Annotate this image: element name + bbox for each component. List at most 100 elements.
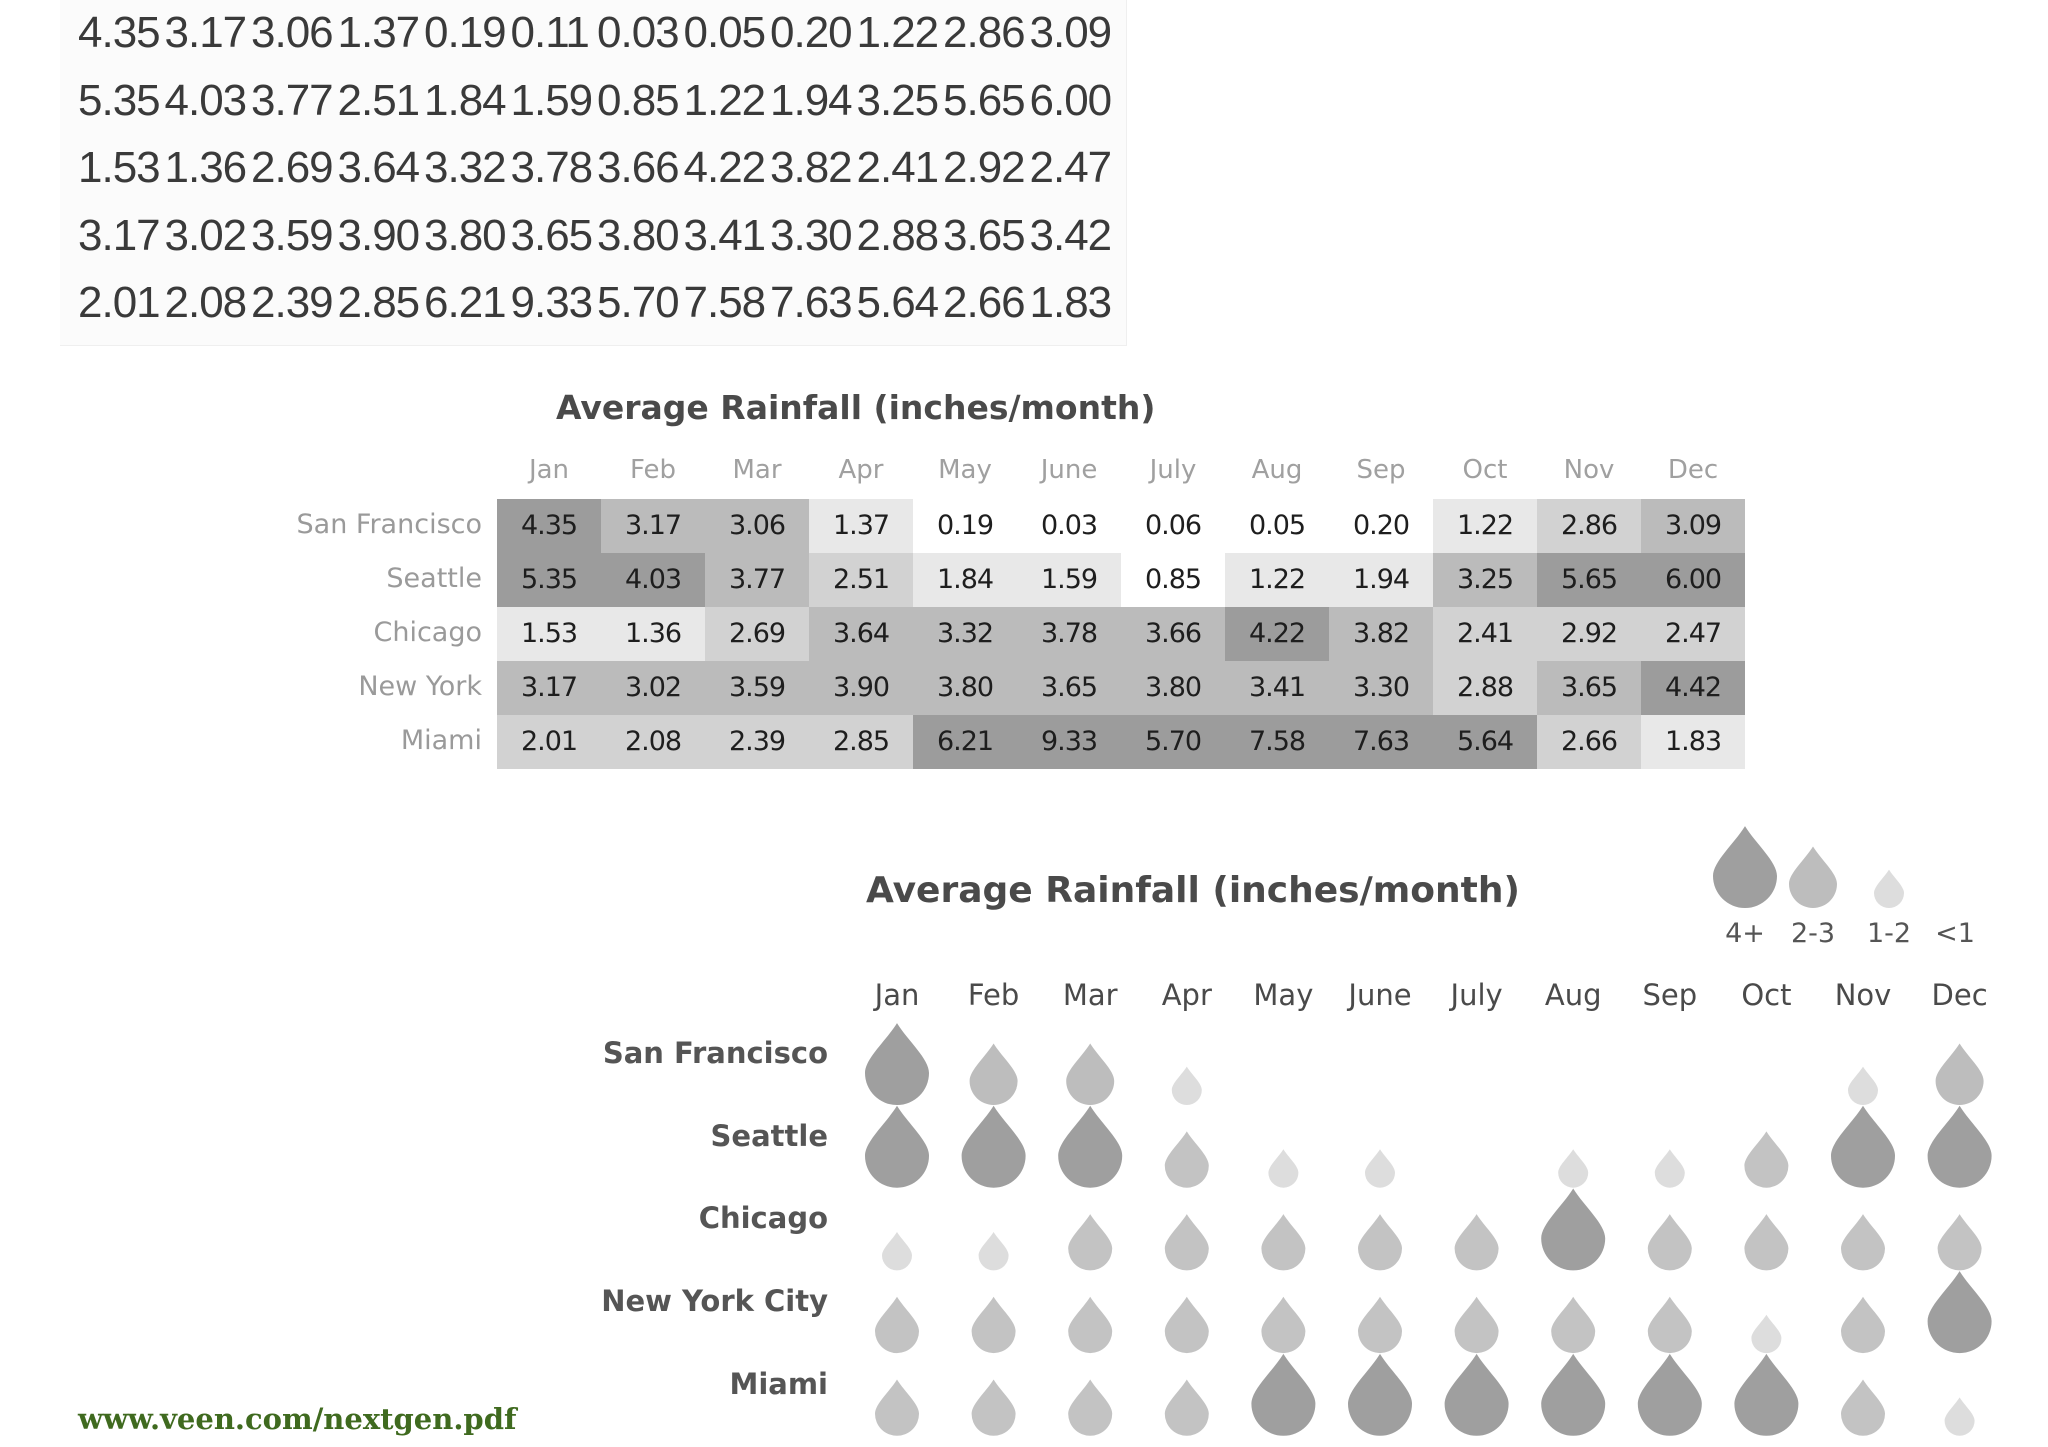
- raw-table-cell: 1.53: [78, 143, 161, 192]
- raw-table-cell: 3.25: [856, 75, 940, 125]
- drop-chart-month-label: Nov: [1834, 978, 1892, 1012]
- heatmap-cell: 3.90: [809, 661, 913, 715]
- rain-drop-icon: [1068, 1296, 1113, 1354]
- heatmap-cell: 3.82: [1329, 607, 1433, 661]
- rain-drop-icon: [1541, 1353, 1606, 1436]
- raw-table-cell: 2.88: [856, 210, 940, 260]
- heatmap-cell: 9.33: [1017, 715, 1121, 769]
- raw-rainfall-table: 4.35 3.17 3.06 1.37 0.19 0.11 0.03 0.05 0.20 1.22…: [60, 0, 1127, 346]
- raw-table-cell: 0.05: [683, 8, 767, 57]
- rain-drop-icon: [1164, 1379, 1209, 1436]
- raw-table-cell: 3.78: [510, 143, 594, 192]
- heatmap-city-label: Miami: [400, 725, 482, 756]
- heatmap-cell: 1.84: [913, 553, 1017, 607]
- raw-table-cell: 3.65: [943, 210, 1026, 260]
- raw-table-cell: 2.47: [1029, 143, 1113, 192]
- heatmap-cell: 7.58: [1225, 715, 1329, 769]
- heatmap-cell: 3.64: [809, 607, 913, 661]
- rain-drop-icon: [1647, 1296, 1692, 1354]
- raw-table-cell: 6.00: [1029, 75, 1113, 125]
- heatmap-cell: 2.69: [705, 607, 809, 661]
- heatmap-month-label: Nov: [1563, 455, 1615, 485]
- rain-drop-icon: [971, 1379, 1016, 1436]
- heatmap-cell: 3.59: [705, 661, 809, 715]
- rain-drop-icon: [1251, 1353, 1316, 1436]
- legend-label: 1-2: [1866, 918, 1912, 949]
- rain-drop-icon: [1358, 1214, 1403, 1271]
- raw-table-cell: 3.17: [78, 210, 161, 260]
- raw-table-cell: 3.17: [164, 8, 248, 57]
- raw-table-cell: 4.22: [683, 143, 767, 192]
- drop-chart-title: Average Rainfall (inches/month): [866, 870, 1520, 911]
- raw-table-cell: 3.59: [251, 210, 334, 260]
- drop-chart-month-label: Sep: [1642, 978, 1698, 1012]
- heatmap-cell: 3.80: [1121, 661, 1225, 715]
- raw-table-cell: 5.70: [597, 278, 680, 327]
- heatmap-cell: 0.03: [1017, 499, 1121, 553]
- heatmap-month-label: Sep: [1356, 455, 1406, 485]
- raw-table-cell: 3.90: [337, 210, 421, 260]
- legend-label: 2-3: [1790, 918, 1836, 949]
- rain-drop-icon: [1744, 1131, 1789, 1188]
- raw-table-row: 5.35 4.03 3.77 2.51 1.84 1.59 0.85 1.22 1.94 3.25…: [78, 76, 1116, 126]
- raw-table-cell: 2.66: [943, 278, 1026, 327]
- drop-chart-month-label: Mar: [1062, 978, 1118, 1012]
- drop-chart-city-label: Seattle: [710, 1118, 828, 1153]
- heatmap-cell: 1.94: [1329, 553, 1433, 607]
- rain-drop-icon: [1558, 1149, 1589, 1188]
- raw-table-cell: 2.86: [943, 8, 1026, 57]
- drop-chart-month-label: June: [1348, 978, 1412, 1012]
- heatmap-month-label: Dec: [1667, 455, 1719, 485]
- raw-table-cell: 1.37: [337, 8, 421, 57]
- raw-table-cell: 2.39: [251, 278, 334, 327]
- rain-drop-icon: [1066, 1043, 1115, 1105]
- raw-table-row: 4.35 3.17 3.06 1.37 0.19 0.11 0.03 0.05 0.20 1.22…: [78, 8, 1116, 58]
- raw-table-cell: 3.77: [251, 75, 334, 125]
- raw-table-cell: 3.80: [597, 210, 680, 260]
- raw-table-cell: 2.69: [251, 143, 334, 192]
- heatmap-month-label: Oct: [1462, 455, 1508, 485]
- rain-drop-icon: [1268, 1149, 1299, 1188]
- raw-table-cell: 0.85: [597, 75, 680, 125]
- heatmap-cell: 5.70: [1121, 715, 1225, 769]
- heatmap-cell: 6.00: [1641, 553, 1745, 607]
- raw-table-cell: 2.08: [164, 278, 248, 327]
- heatmap-cell: 3.77: [705, 553, 809, 607]
- heatmap-cell: 2.47: [1641, 607, 1745, 661]
- heatmap-month-label: June: [1040, 455, 1098, 485]
- raw-table-cell: 0.11: [510, 8, 590, 57]
- heatmap-month-label: Apr: [838, 455, 884, 485]
- heatmap-cell: 3.02: [601, 661, 705, 715]
- raw-table-cell: 1.84: [424, 75, 507, 125]
- drop-chart-city-label: Miami: [729, 1366, 828, 1401]
- raw-table-cell: 3.32: [424, 143, 507, 192]
- heatmap-cell: 2.86: [1537, 499, 1641, 553]
- rain-drop-icon: [1261, 1296, 1306, 1354]
- raw-table-cell: 3.65: [510, 210, 594, 260]
- rain-drop-icon: [1841, 1379, 1886, 1436]
- heatmap-cell: 0.20: [1329, 499, 1433, 553]
- heatmap-month-label: Jan: [528, 455, 570, 485]
- legend-drop-icon: [1874, 869, 1904, 908]
- rain-drop-icon: [1171, 1066, 1202, 1106]
- raw-table-cell: 2.92: [943, 143, 1026, 192]
- raw-table-cell: 0.20: [770, 8, 853, 57]
- raw-table-cell: 2.01: [78, 278, 161, 327]
- drop-chart-month-label: Feb: [967, 978, 1020, 1012]
- rain-drop-icon: [1927, 1105, 1992, 1188]
- drop-chart-city-label: New York City: [601, 1284, 828, 1319]
- drop-chart-city-label: San Francisco: [602, 1036, 828, 1070]
- heatmap-cell: 7.63: [1329, 715, 1433, 769]
- raw-table-cell: 1.83: [1029, 278, 1113, 327]
- heatmap-cell: 3.30: [1329, 661, 1433, 715]
- rain-drop-icon: [1734, 1353, 1799, 1436]
- heatmap-cell: 3.06: [705, 499, 809, 553]
- raw-table-cell: 3.82: [770, 143, 853, 192]
- raw-table-cell: 3.42: [1029, 210, 1113, 260]
- rain-drop-icon: [1551, 1296, 1596, 1354]
- heatmap-cell: 3.65: [1017, 661, 1121, 715]
- heatmap-cell: 2.39: [705, 715, 809, 769]
- heatmap-month-label: May: [938, 455, 992, 485]
- heatmap-cell: 4.35: [497, 499, 601, 553]
- footer-link[interactable]: www.veen.com/nextgen.pdf: [78, 1402, 517, 1436]
